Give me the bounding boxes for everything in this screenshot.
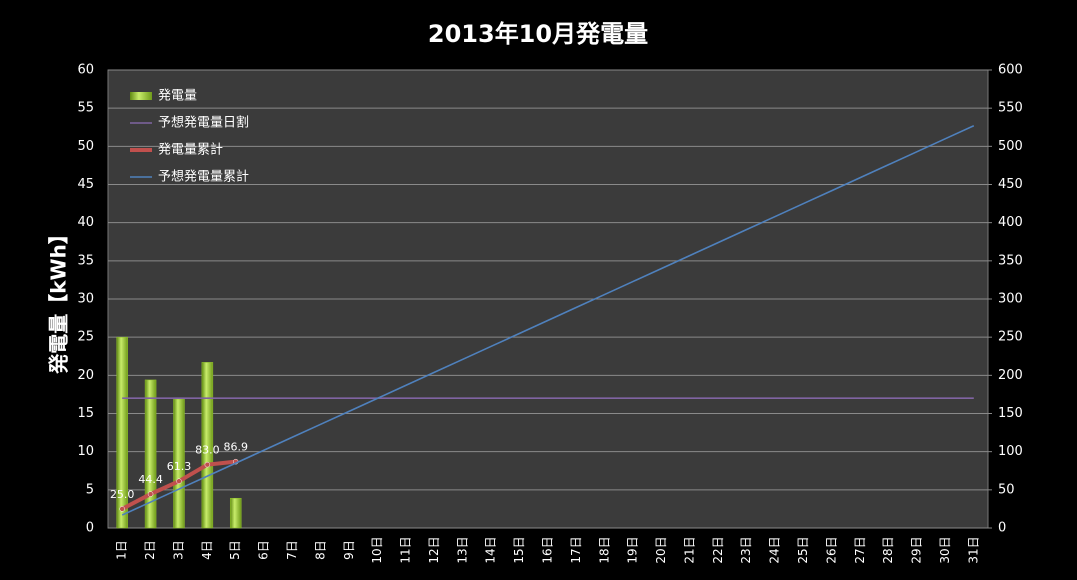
- x-tick-label: 5日: [228, 540, 242, 560]
- y2-tick-label: 250: [998, 330, 1023, 345]
- x-tick-label: 15日: [512, 536, 526, 563]
- x-tick-label: 22日: [711, 536, 725, 563]
- x-tick-label: 1日: [115, 540, 129, 560]
- y-tick-label: 35: [77, 253, 94, 268]
- y2-tick-label: 400: [998, 215, 1023, 230]
- x-tick-label: 24日: [768, 536, 782, 563]
- marker: [147, 491, 154, 497]
- x-tick-label: 3日: [171, 540, 185, 560]
- x-tick-label: 16日: [541, 536, 555, 563]
- data-label: 83.0: [195, 444, 220, 457]
- line: [121, 124, 975, 516]
- x-tick-label: 27日: [853, 536, 867, 563]
- x-tick-label: 18日: [597, 536, 611, 563]
- y2-tick-label: 0: [998, 521, 1006, 536]
- y-tick-label: 30: [77, 292, 94, 307]
- x-tick-label: 25日: [796, 536, 810, 563]
- bar: [201, 362, 214, 529]
- x-tick-label: 7日: [285, 540, 299, 560]
- y-axis-label: 発電量【kWh】: [47, 224, 71, 375]
- y2-tick-label: 300: [998, 292, 1023, 307]
- y2-tick-label: 50: [998, 482, 1015, 497]
- legend-label: 発電量累計: [158, 142, 223, 158]
- y2-tick-label: 200: [998, 368, 1023, 383]
- y2-tick-label: 350: [998, 253, 1023, 268]
- y2-tick-label: 500: [998, 139, 1023, 154]
- x-tick-label: 8日: [313, 540, 327, 560]
- x-tick-label: 21日: [682, 536, 696, 563]
- y-tick-label: 5: [86, 482, 94, 497]
- y-tick-label: 60: [77, 63, 94, 78]
- x-tick-label: 12日: [427, 536, 441, 563]
- y-tick-label: 55: [77, 101, 94, 116]
- legend-label: 発電量: [158, 89, 197, 104]
- y2-tick-label: 450: [998, 177, 1023, 192]
- legend-swatch: [130, 92, 152, 100]
- legend-label: 予想発電量日割: [158, 115, 249, 131]
- x-tick-label: 6日: [257, 540, 271, 560]
- chart-title: 2013年10月発電量: [428, 20, 648, 48]
- bar: [116, 336, 128, 529]
- x-tick-label: 17日: [569, 536, 583, 563]
- y2-tick-label: 150: [998, 406, 1023, 421]
- x-tick-label: 14日: [484, 536, 498, 563]
- y2-tick-label: 550: [998, 101, 1023, 116]
- y-tick-label: 45: [77, 177, 94, 192]
- y2-tick-label: 600: [998, 63, 1023, 78]
- data-label: 86.9: [223, 441, 248, 454]
- x-tick-label: 30日: [938, 536, 952, 563]
- x-tick-label: 19日: [626, 536, 640, 563]
- x-tick-label: 2日: [143, 540, 157, 560]
- x-tick-label: 29日: [910, 536, 924, 563]
- x-tick-label: 13日: [455, 536, 469, 563]
- x-tick-label: 9日: [342, 540, 356, 560]
- y2-tick-label: 100: [998, 444, 1023, 459]
- x-tick-label: 11日: [399, 536, 413, 563]
- data-label: 44.4: [138, 473, 163, 486]
- marker: [119, 506, 125, 512]
- y-tick-label: 10: [77, 444, 94, 459]
- legend-label: 予想発電量累計: [158, 169, 249, 185]
- x-tick-label: 28日: [881, 536, 895, 563]
- x-tick-label: 31日: [966, 536, 980, 563]
- data-label: 61.3: [167, 460, 192, 473]
- x-tick-label: 4日: [200, 540, 214, 560]
- x-tick-label: 10日: [370, 536, 384, 563]
- marker: [204, 461, 211, 468]
- y-tick-label: 50: [77, 139, 94, 154]
- marker: [176, 478, 182, 484]
- data-label: 25.0: [110, 488, 135, 501]
- x-tick-label: 23日: [739, 536, 753, 563]
- y-tick-label: 25: [77, 330, 94, 345]
- y-tick-label: 15: [77, 406, 94, 421]
- bar: [229, 497, 242, 529]
- x-tick-label: 20日: [654, 536, 668, 563]
- y-tick-label: 20: [77, 368, 94, 383]
- x-tick-label: 26日: [824, 536, 838, 563]
- bar: [144, 379, 157, 529]
- y-tick-label: 40: [77, 215, 94, 230]
- y-tick-label: 0: [86, 521, 94, 536]
